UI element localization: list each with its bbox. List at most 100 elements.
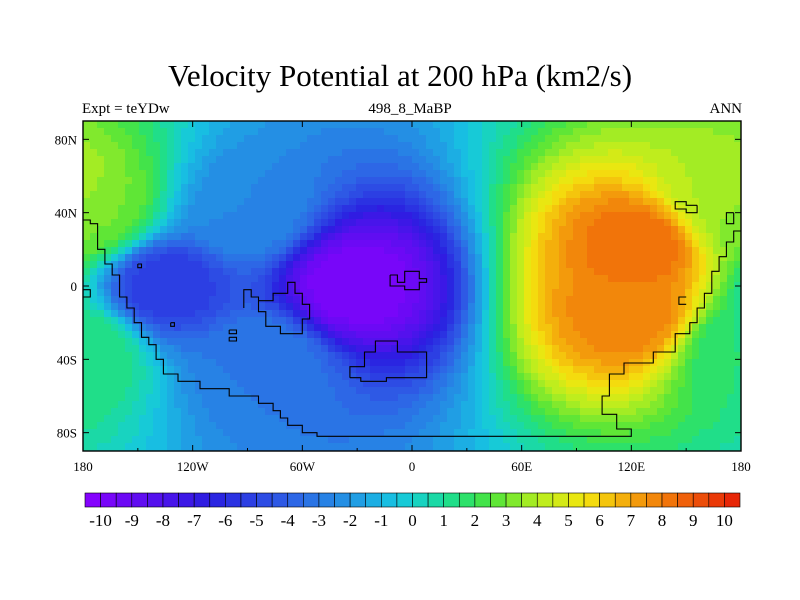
field-cell	[279, 254, 287, 262]
field-cell	[538, 163, 546, 171]
field-cell	[258, 289, 266, 297]
field-cell	[727, 177, 735, 185]
field-cell	[496, 219, 504, 227]
colorbar-label: -7	[187, 511, 202, 530]
field-cell	[678, 401, 686, 409]
field-cell	[454, 191, 462, 199]
field-cell	[692, 408, 700, 416]
field-cell	[153, 359, 161, 367]
field-cell	[391, 408, 399, 416]
field-cell	[307, 289, 315, 297]
field-cell	[335, 135, 343, 143]
field-cell	[496, 233, 504, 241]
field-cell	[615, 184, 623, 192]
field-cell	[167, 373, 175, 381]
field-cell	[419, 324, 427, 332]
field-cell	[160, 443, 168, 451]
field-cell	[531, 415, 539, 423]
field-cell	[510, 415, 518, 423]
field-cell	[349, 170, 357, 178]
field-cell	[496, 163, 504, 171]
field-cell	[482, 303, 490, 311]
field-cell	[713, 177, 721, 185]
field-cell	[335, 317, 343, 325]
field-cell	[552, 296, 560, 304]
field-cell	[398, 352, 406, 360]
field-cell	[692, 394, 700, 402]
field-cell	[118, 296, 126, 304]
field-cell	[426, 415, 434, 423]
field-cell	[328, 219, 336, 227]
field-cell	[97, 387, 105, 395]
field-cell	[321, 443, 329, 451]
field-cell	[209, 380, 217, 388]
field-cell	[727, 247, 735, 255]
field-cell	[167, 415, 175, 423]
field-cell	[559, 191, 567, 199]
field-cell	[734, 373, 741, 381]
field-cell	[727, 359, 735, 367]
coastline-path	[389, 270, 428, 291]
field-cell	[461, 275, 469, 283]
field-cell	[272, 282, 280, 290]
field-cell	[573, 394, 581, 402]
field-cell	[132, 394, 140, 402]
field-cell	[307, 436, 315, 444]
field-cell	[104, 233, 112, 241]
field-cell	[97, 226, 105, 234]
field-cell	[272, 142, 280, 150]
field-cell	[545, 233, 553, 241]
field-cell	[132, 226, 140, 234]
field-cell	[587, 303, 595, 311]
field-cell	[643, 429, 651, 437]
field-cell	[139, 121, 147, 129]
field-cell	[671, 387, 679, 395]
field-cell	[706, 142, 714, 150]
field-cell	[391, 324, 399, 332]
field-cell	[685, 289, 693, 297]
field-cell	[517, 436, 525, 444]
field-cell	[307, 149, 315, 157]
field-cell	[433, 156, 441, 164]
field-cell	[601, 366, 609, 374]
field-cell	[391, 268, 399, 276]
field-cell	[587, 324, 595, 332]
field-cell	[335, 331, 343, 339]
field-cell	[251, 275, 259, 283]
field-cell	[195, 254, 203, 262]
field-cell	[692, 359, 700, 367]
field-cell	[279, 240, 287, 248]
field-cell	[531, 436, 539, 444]
field-cell	[461, 443, 469, 451]
field-cell	[307, 394, 315, 402]
field-cell	[412, 317, 420, 325]
colorbar-bin	[147, 492, 164, 508]
field-cell	[300, 233, 308, 241]
field-cell	[223, 429, 231, 437]
field-cell	[727, 373, 735, 381]
field-cell	[440, 149, 448, 157]
field-cell	[139, 394, 147, 402]
field-cell	[314, 261, 322, 269]
field-cell	[538, 352, 546, 360]
field-cell	[314, 331, 322, 339]
field-cell	[419, 219, 427, 227]
field-cell	[461, 415, 469, 423]
field-cell	[517, 415, 525, 423]
field-cell	[433, 331, 441, 339]
field-cell	[559, 401, 567, 409]
field-cell	[713, 142, 721, 150]
field-cell	[97, 156, 105, 164]
field-cell	[594, 324, 602, 332]
field-cell	[132, 135, 140, 143]
field-cell	[552, 226, 560, 234]
field-cell	[636, 303, 644, 311]
field-cell	[426, 422, 434, 430]
field-cell	[538, 380, 546, 388]
field-cell	[412, 240, 420, 248]
field-cell	[307, 142, 315, 150]
field-cell	[118, 387, 126, 395]
field-cell	[251, 219, 259, 227]
field-cell	[720, 135, 728, 143]
field-cell	[139, 408, 147, 416]
